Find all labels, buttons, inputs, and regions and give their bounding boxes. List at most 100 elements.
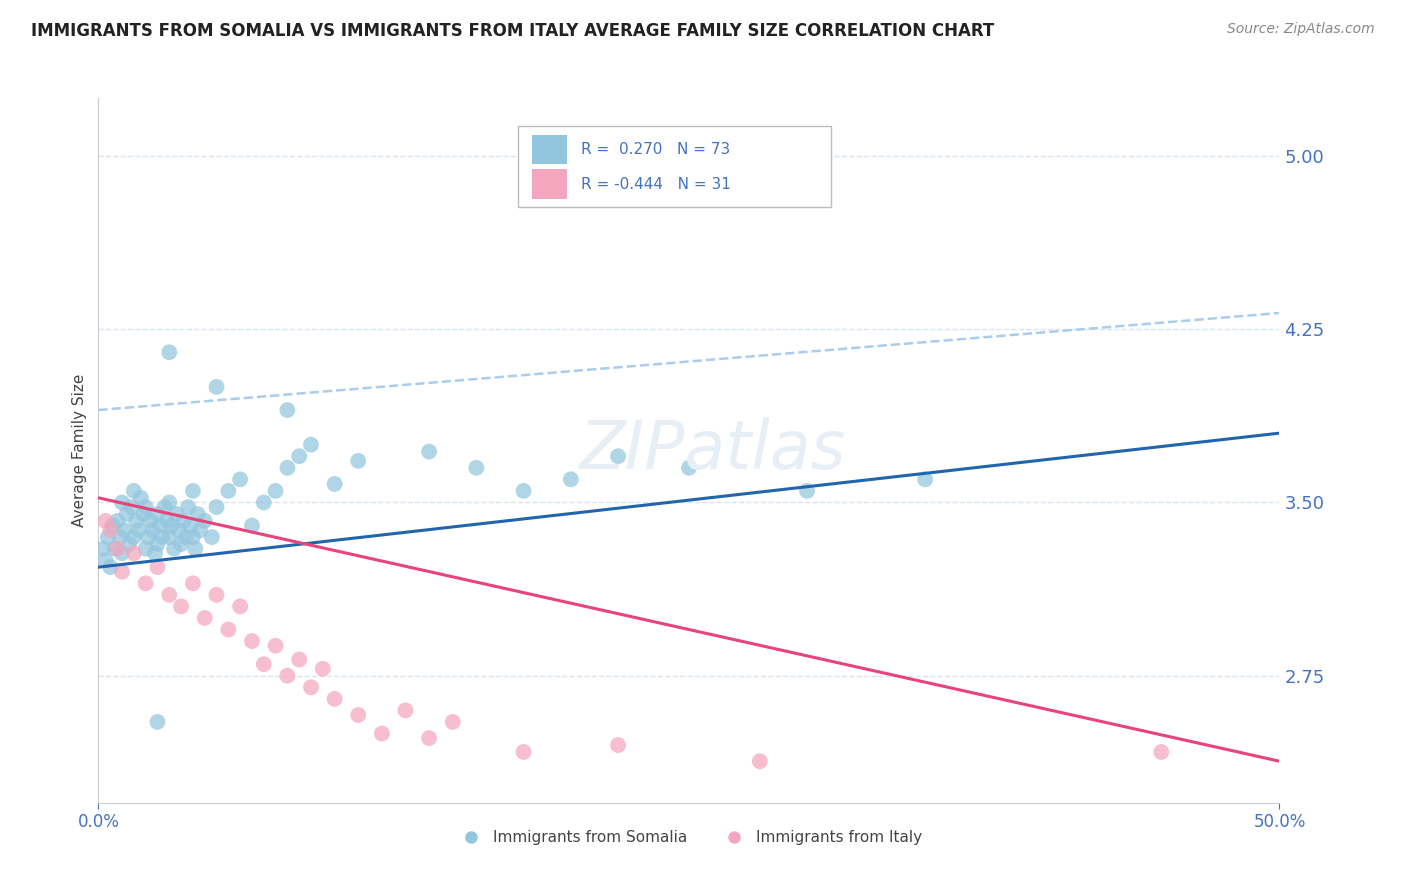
Text: ZIPatlas: ZIPatlas bbox=[579, 417, 846, 483]
Point bbox=[167, 523, 190, 537]
Point bbox=[229, 472, 252, 486]
Point bbox=[205, 500, 228, 514]
Point bbox=[418, 444, 440, 458]
Point bbox=[194, 514, 217, 528]
Point bbox=[796, 483, 818, 498]
Point bbox=[288, 652, 311, 666]
Point bbox=[184, 541, 207, 556]
Text: Source: ZipAtlas.com: Source: ZipAtlas.com bbox=[1227, 22, 1375, 37]
Point bbox=[394, 703, 416, 717]
FancyBboxPatch shape bbox=[517, 127, 831, 207]
Point bbox=[94, 553, 117, 567]
Point bbox=[276, 669, 298, 683]
Legend: Immigrants from Somalia, Immigrants from Italy: Immigrants from Somalia, Immigrants from… bbox=[449, 824, 929, 852]
Point bbox=[108, 530, 131, 544]
Point bbox=[465, 460, 488, 475]
Point bbox=[129, 491, 152, 505]
Point bbox=[240, 634, 263, 648]
Point bbox=[299, 438, 322, 452]
Point bbox=[276, 403, 298, 417]
Point bbox=[347, 708, 370, 723]
Point bbox=[146, 537, 169, 551]
Point bbox=[194, 611, 217, 625]
Point bbox=[101, 518, 124, 533]
Point bbox=[276, 460, 298, 475]
Point bbox=[188, 523, 211, 537]
Point bbox=[177, 500, 200, 514]
Point bbox=[157, 345, 180, 359]
Point bbox=[748, 754, 770, 768]
Point bbox=[111, 565, 134, 579]
Point bbox=[111, 495, 134, 509]
Point bbox=[105, 514, 128, 528]
Point bbox=[112, 523, 135, 537]
Point bbox=[607, 449, 630, 463]
Point bbox=[253, 495, 276, 509]
Point bbox=[121, 500, 143, 514]
Point bbox=[170, 599, 193, 614]
Point bbox=[201, 530, 224, 544]
Point bbox=[217, 483, 239, 498]
Point bbox=[122, 483, 145, 498]
Point bbox=[135, 576, 157, 591]
Point bbox=[156, 514, 179, 528]
Point bbox=[170, 537, 193, 551]
Point bbox=[181, 483, 204, 498]
Point bbox=[115, 507, 138, 521]
Point bbox=[312, 662, 335, 676]
Point bbox=[132, 507, 155, 521]
Point bbox=[205, 380, 228, 394]
Point bbox=[181, 530, 204, 544]
Point bbox=[217, 623, 239, 637]
Point bbox=[1150, 745, 1173, 759]
Point bbox=[94, 514, 117, 528]
Point bbox=[288, 449, 311, 463]
Point bbox=[157, 588, 180, 602]
Point bbox=[607, 738, 630, 752]
Point bbox=[299, 680, 322, 694]
Point bbox=[157, 495, 180, 509]
Text: R =  0.270   N = 73: R = 0.270 N = 73 bbox=[582, 142, 731, 157]
FancyBboxPatch shape bbox=[531, 135, 567, 164]
Point bbox=[441, 714, 464, 729]
Point bbox=[371, 726, 394, 740]
Point bbox=[146, 714, 169, 729]
Point bbox=[98, 523, 121, 537]
Point bbox=[264, 483, 287, 498]
Point bbox=[264, 639, 287, 653]
Point bbox=[229, 599, 252, 614]
Point bbox=[172, 514, 194, 528]
Text: IMMIGRANTS FROM SOMALIA VS IMMIGRANTS FROM ITALY AVERAGE FAMILY SIZE CORRELATION: IMMIGRANTS FROM SOMALIA VS IMMIGRANTS FR… bbox=[31, 22, 994, 40]
Point bbox=[143, 546, 166, 560]
Point bbox=[512, 745, 534, 759]
Point bbox=[149, 518, 172, 533]
Point bbox=[181, 576, 204, 591]
Point bbox=[914, 472, 936, 486]
Point bbox=[347, 454, 370, 468]
Point bbox=[180, 518, 202, 533]
Point bbox=[118, 537, 141, 551]
Point bbox=[165, 507, 187, 521]
Point bbox=[128, 523, 150, 537]
Point bbox=[187, 507, 209, 521]
Point bbox=[560, 472, 582, 486]
Point bbox=[146, 560, 169, 574]
Point bbox=[253, 657, 276, 672]
Point bbox=[142, 523, 165, 537]
Point bbox=[174, 530, 197, 544]
Point bbox=[91, 541, 114, 556]
Point bbox=[135, 541, 157, 556]
Point bbox=[146, 507, 169, 521]
Point bbox=[139, 514, 162, 528]
Point bbox=[240, 518, 263, 533]
Point bbox=[135, 500, 157, 514]
Point bbox=[105, 541, 128, 556]
Point bbox=[323, 691, 346, 706]
Point bbox=[153, 500, 176, 514]
Point bbox=[160, 518, 183, 533]
Point bbox=[678, 460, 700, 475]
Y-axis label: Average Family Size: Average Family Size bbox=[72, 374, 87, 527]
Point bbox=[136, 530, 159, 544]
Point bbox=[323, 477, 346, 491]
Point bbox=[418, 731, 440, 745]
